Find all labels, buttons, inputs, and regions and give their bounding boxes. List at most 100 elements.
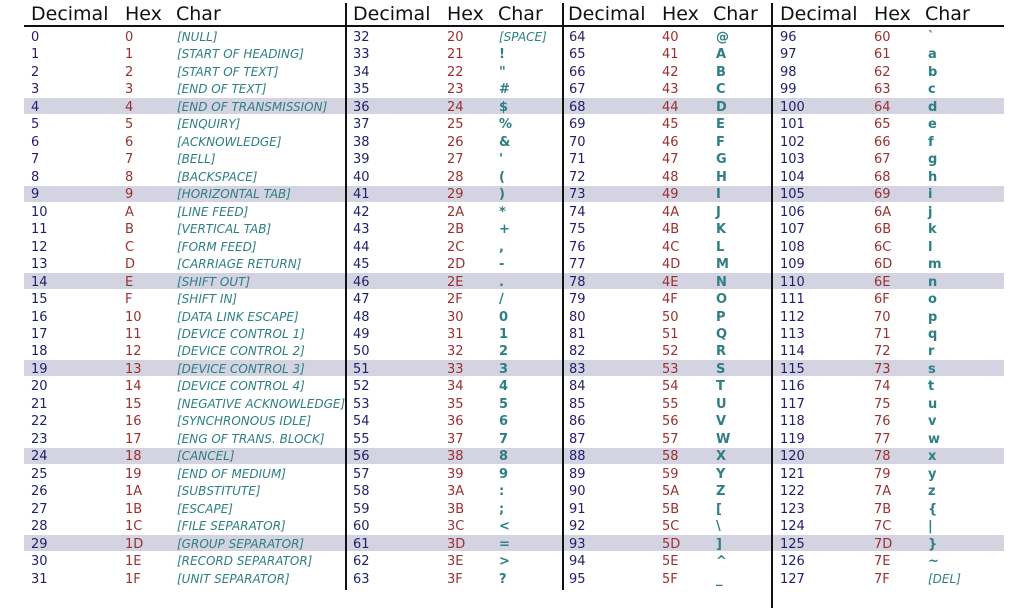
char-cell: W: [716, 431, 731, 447]
hex-cell: 17: [125, 431, 142, 447]
char-cell: e: [928, 117, 937, 133]
decimal-cell: 8: [31, 169, 40, 185]
char-cell: [NEGATIVE ACKNOWLEDGE]: [177, 396, 346, 411]
decimal-cell: 49: [353, 326, 370, 342]
char-cell: `: [928, 30, 935, 45]
char-cell: [CARRIAGE RETURN]: [177, 257, 302, 272]
hex-cell: 38: [447, 449, 464, 465]
decimal-cell: 79: [569, 292, 586, 308]
char-cell: t: [928, 379, 935, 395]
column-header: Decimal: [31, 3, 109, 25]
decimal-cell: 17: [31, 326, 48, 342]
hex-cell: 30: [447, 309, 464, 325]
decimal-cell: 84: [569, 379, 586, 395]
decimal-cell: 50: [353, 344, 370, 360]
char-cell: h: [928, 169, 938, 185]
hex-cell: 6F: [874, 292, 890, 308]
decimal-cell: 48: [353, 309, 370, 325]
decimal-cell: 82: [569, 344, 586, 360]
decimal-cell: 100: [780, 99, 805, 115]
hex-cell: 63: [874, 82, 891, 98]
char-cell: [SPACE]: [499, 30, 547, 44]
hex-cell: 5A: [662, 484, 680, 500]
column-header: Decimal: [780, 3, 858, 25]
char-cell: <: [499, 519, 510, 535]
hex-cell: C: [125, 239, 135, 255]
column-divider: [345, 3, 347, 590]
char-cell: w: [928, 431, 941, 447]
decimal-cell: 67: [569, 82, 586, 98]
char-cell: {: [928, 501, 938, 517]
hex-cell: 1E: [125, 554, 142, 570]
char-cell: ;: [499, 501, 505, 517]
char-cell: 5: [499, 396, 509, 412]
decimal-cell: 30: [31, 554, 48, 570]
decimal-cell: 11: [31, 222, 48, 238]
decimal-cell: 32: [353, 30, 370, 45]
hex-cell: 3F: [447, 571, 463, 587]
decimal-cell: 81: [569, 326, 586, 342]
decimal-cell: 24: [31, 449, 48, 465]
char-cell: [SHIFT IN]: [177, 292, 238, 307]
decimal-cell: 114: [780, 344, 805, 360]
decimal-cell: 12: [31, 239, 48, 255]
char-cell: H: [716, 169, 727, 185]
char-cell: +: [499, 222, 510, 238]
row-band: [24, 185, 1004, 202]
decimal-cell: 33: [353, 47, 370, 63]
hex-cell: 48: [662, 169, 679, 185]
hex-cell: 59: [662, 466, 679, 482]
hex-cell: 3C: [447, 519, 465, 535]
hex-cell: 44: [662, 99, 679, 115]
hex-cell: 20: [447, 30, 464, 45]
decimal-cell: 76: [569, 239, 586, 255]
hex-cell: 7: [125, 152, 134, 168]
char-cell: B: [716, 64, 726, 80]
char-cell: [RECORD SEPARATOR]: [177, 554, 313, 569]
decimal-cell: 127: [780, 571, 805, 587]
char-cell: [UNIT SEPARATOR]: [177, 571, 290, 586]
hex-cell: 36: [447, 414, 464, 430]
hex-cell: 65: [874, 117, 891, 133]
char-cell: 1: [499, 326, 509, 342]
decimal-cell: 107: [780, 222, 805, 238]
hex-cell: 70: [874, 309, 891, 325]
char-cell: [END OF TEXT]: [177, 82, 267, 97]
char-cell: X: [716, 449, 727, 465]
hex-cell: 4C: [662, 239, 680, 255]
char-cell: [FORM FEED]: [177, 239, 257, 254]
char-cell: :: [499, 484, 505, 500]
decimal-cell: 40: [353, 169, 370, 185]
decimal-cell: 126: [780, 554, 805, 570]
decimal-cell: 92: [569, 519, 586, 535]
char-cell: z: [928, 484, 936, 500]
decimal-cell: 120: [780, 449, 805, 465]
hex-cell: 4D: [662, 257, 681, 273]
decimal-cell: 118: [780, 414, 805, 430]
hex-cell: 3: [125, 82, 134, 98]
decimal-cell: 90: [569, 484, 586, 500]
row-band: [24, 273, 1004, 290]
decimal-cell: 68: [569, 99, 586, 115]
hex-cell: 62: [874, 64, 891, 80]
char-cell: =: [499, 536, 510, 552]
decimal-cell: 3: [31, 82, 40, 98]
char-cell: r: [928, 344, 935, 360]
char-cell: i: [928, 187, 933, 203]
hex-cell: 1C: [125, 519, 143, 535]
hex-cell: 3A: [447, 484, 465, 500]
hex-cell: 67: [874, 152, 891, 168]
hex-cell: 53: [662, 361, 679, 377]
decimal-cell: 21: [31, 396, 48, 412]
hex-cell: 7A: [874, 484, 892, 500]
hex-cell: 40: [662, 30, 679, 45]
hex-cell: 56: [662, 414, 679, 430]
char-cell: [CANCEL]: [177, 449, 235, 464]
char-cell: J: [716, 204, 721, 220]
hex-cell: 72: [874, 344, 891, 360]
hex-cell: 68: [874, 169, 891, 185]
decimal-cell: 29: [31, 536, 48, 552]
char-cell: [DEVICE CONTROL 1]: [177, 326, 305, 341]
hex-cell: 74: [874, 379, 891, 395]
hex-cell: 3E: [447, 554, 464, 570]
